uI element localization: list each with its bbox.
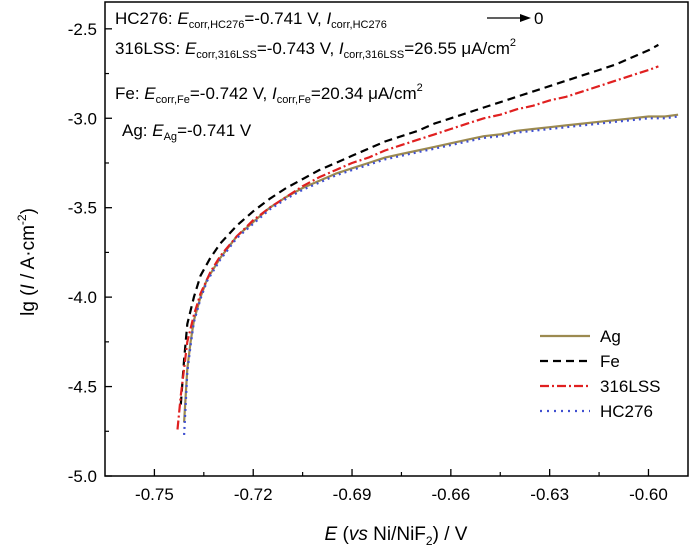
y-tick-label: -3.5 xyxy=(68,199,97,218)
annotation-316lss: 316LSS: Ecorr,316LSS=-0.743 V, Icorr,316… xyxy=(115,37,516,61)
x-tick-label: -0.75 xyxy=(135,485,174,504)
y-axis-ticks: -2.5 -3.0 -3.5 -4.0 -4.5 -5.0 xyxy=(68,20,112,486)
annotation-hc276: HC276: Ecorr,HC276=-0.741 V, Icorr,HC276 xyxy=(115,9,387,31)
y-tick-label: -3.0 xyxy=(68,109,97,128)
legend: Ag Fe 316LSS HC276 xyxy=(540,327,661,421)
x-tick-label: -0.63 xyxy=(530,485,569,504)
annotation-hc276-zero: 0 xyxy=(534,9,543,28)
x-tick-label: -0.60 xyxy=(629,485,668,504)
series-line-fe xyxy=(179,43,659,405)
annotation-arrow-head xyxy=(520,14,531,22)
x-axis-title: E (vs Ni/NiF2) / V xyxy=(325,524,468,548)
y-tick-label: -4.5 xyxy=(68,378,97,397)
annotation-fe: Fe: Ecorr,Fe=-0.742 V, Icorr,Fe=20.34 μA… xyxy=(115,82,423,106)
legend-label-fe: Fe xyxy=(600,352,620,371)
legend-label-316lss: 316LSS xyxy=(600,377,661,396)
x-tick-label: -0.72 xyxy=(234,485,273,504)
x-tick-label: -0.66 xyxy=(431,485,470,504)
y-tick-label: -5.0 xyxy=(68,467,97,486)
y-axis-title: lg (I / A·cm-2) xyxy=(15,208,39,316)
series-layer xyxy=(176,43,679,435)
legend-label-ag: Ag xyxy=(600,327,621,346)
plot-frame xyxy=(104,1,689,477)
annotation-ag: Ag: EAg=-0.741 V xyxy=(122,121,252,143)
y-tick-label: -2.5 xyxy=(68,20,97,39)
legend-label-hc276: HC276 xyxy=(600,402,653,421)
series-line-hc276 xyxy=(183,115,679,435)
x-axis-ticks: -0.75 -0.72 -0.69 -0.66 -0.63 -0.60 xyxy=(135,469,668,504)
annotations: HC276: Ecorr,HC276=-0.741 V, Icorr,HC276… xyxy=(115,9,543,143)
series-line-ag xyxy=(183,113,679,423)
y-tick-label: -4.0 xyxy=(68,288,97,307)
x-tick-label: -0.69 xyxy=(333,485,372,504)
